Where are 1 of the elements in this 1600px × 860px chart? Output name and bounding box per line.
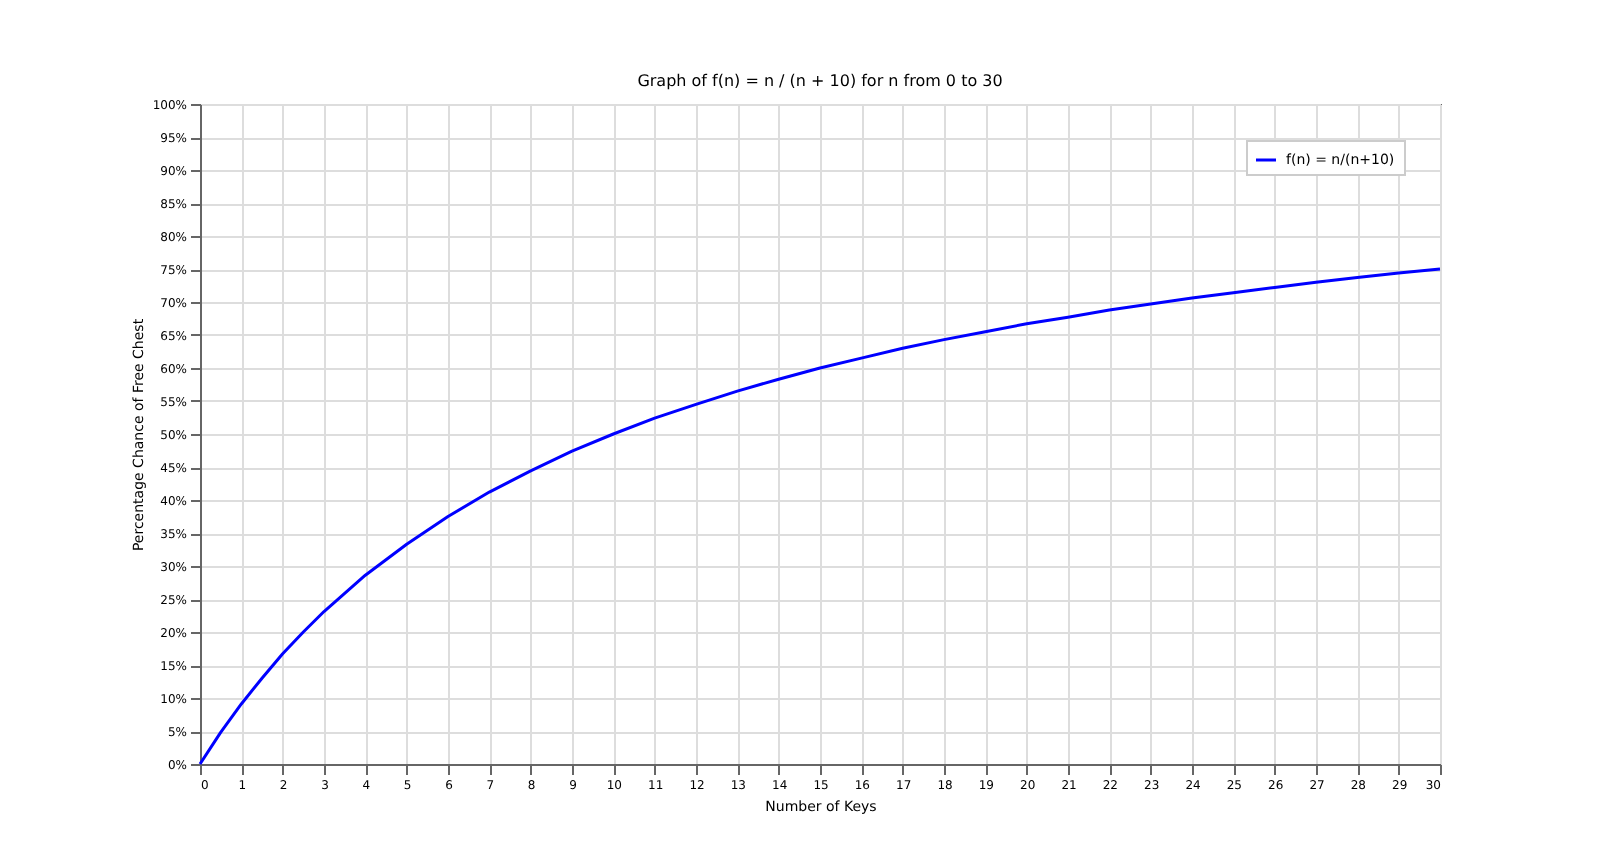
chart-title: Graph of f(n) = n / (n + 10) for n from 0 to 30 [637,72,1003,90]
